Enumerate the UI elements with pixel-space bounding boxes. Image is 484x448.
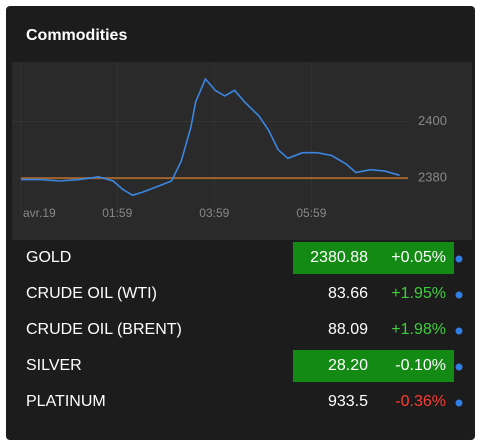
status-dot [455, 255, 463, 263]
status-dot [455, 363, 463, 371]
x-tick-label: 01:59 [102, 206, 132, 220]
status-dot [455, 291, 463, 299]
commodity-name[interactable]: GOLD [26, 249, 71, 266]
commodity-name[interactable]: PLATINUM [26, 393, 106, 410]
change: +1.95% [391, 285, 446, 302]
price-flash [293, 242, 454, 274]
price-line [21, 77, 400, 197]
status-dot [455, 327, 463, 335]
x-tick-label: avr.19 [23, 206, 56, 220]
price: 88.09 [328, 321, 368, 338]
price-flash [293, 350, 454, 382]
change: +1.98% [391, 321, 446, 338]
widget-title: Commodities [26, 27, 127, 44]
status-dot [455, 399, 463, 407]
commodity-name[interactable]: SILVER [26, 357, 82, 374]
chart-area [12, 62, 472, 240]
price: 83.66 [328, 285, 368, 302]
commodity-name[interactable]: CRUDE OIL (WTI) [26, 285, 157, 302]
x-tick-label: 03:59 [199, 206, 229, 220]
y-tick-label: 2380 [418, 170, 447, 185]
change: +0.05% [391, 249, 446, 266]
y-tick-label: 2400 [418, 113, 447, 128]
change: -0.36% [395, 393, 446, 410]
commodity-name[interactable]: CRUDE OIL (BRENT) [26, 321, 182, 338]
price: 933.5 [328, 393, 368, 410]
x-tick-label: 05:59 [296, 206, 326, 220]
change: -0.10% [395, 357, 446, 374]
price: 2380.88 [310, 249, 368, 266]
price: 28.20 [328, 357, 368, 374]
